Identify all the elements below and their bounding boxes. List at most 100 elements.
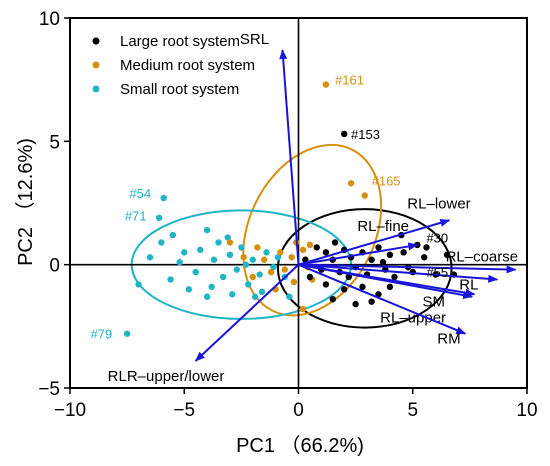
point-small [258,288,266,295]
point-small [167,276,174,283]
point-small [208,283,215,291]
point-medium [281,266,288,273]
point-large [375,244,382,251]
point-large [420,254,428,261]
point-small [224,234,231,241]
point-small [226,251,234,258]
point-medium [226,239,234,246]
point-large [306,273,314,281]
loading-arrow [298,263,467,335]
point-small [245,281,252,288]
loading-label: RL–upper [380,310,446,327]
point-small [219,273,227,281]
point-small [233,266,241,273]
point-large [443,251,451,258]
x-tick-label: −10 [54,400,86,421]
y-tick-label: 0 [49,256,60,277]
x-axis-label: PC1 （66.2%) [236,434,364,457]
point-small [251,293,259,300]
point-large [322,281,330,288]
point-large [329,296,336,303]
loading-arrow [298,263,517,274]
point-medium [290,278,298,286]
sample-label: #161 [335,73,364,88]
point-small [274,254,282,261]
legend-label-medium: Medium root system [120,57,255,74]
point-medium [347,180,355,187]
loading-label: RM [437,331,460,348]
point-small [249,256,256,263]
legend-marker-small [92,85,100,93]
loading-arrow [298,218,451,266]
point-medium [299,305,307,313]
y-axis-label: PC2 （12.6%) [14,138,37,266]
sample-label: #153 [351,127,380,142]
point-small [229,291,236,298]
point-small [169,231,177,239]
point-large [359,283,366,291]
loading-label: SM [422,293,445,310]
legend-marker-medium [92,61,100,69]
x-tick-label: 0 [293,400,304,421]
point-large [341,130,348,138]
point-large [375,291,382,298]
loading-arrow [194,263,300,362]
loading-arrow [298,263,474,300]
point-large [379,259,387,266]
point-medium [361,192,368,199]
loading-label: RL [459,276,478,293]
point-medium [322,81,330,88]
legend-label-small: Small root system [120,81,239,98]
point-medium [299,246,307,254]
point-small [263,249,270,256]
point-small [238,244,245,251]
point-medium [306,241,314,249]
point-large [386,283,394,291]
point-small [256,271,263,278]
point-small [185,286,193,293]
loading-label: RL–lower [407,195,470,212]
x-tick-label: 5 [407,400,418,421]
point-large [352,300,359,308]
legend-marker-large [92,37,100,45]
legend-label-large: Large root system [120,33,240,50]
point-small [181,249,188,256]
point-small [176,259,183,266]
point-small [197,246,204,254]
point-large [341,286,348,293]
sample-label: #71 [125,208,147,223]
loading-arrow [298,242,419,266]
point-medium [240,254,247,261]
x-tick-label: 10 [516,400,537,421]
sample-label: #54 [129,186,151,201]
y-tick-label: 10 [39,9,60,30]
point-small [155,214,163,221]
loading-label: SRL [240,31,269,48]
x-tick-label: −5 [173,400,195,421]
point-small [158,239,165,246]
loading-label: RL–fine [357,218,409,235]
loading-label: RL–coarse [446,249,519,266]
point-medium [267,268,275,276]
sample-label: #165 [372,174,401,189]
point-small [160,194,167,202]
point-medium [254,244,261,251]
point-small [203,293,211,300]
point-large [313,244,320,251]
point-large [331,239,339,246]
point-large [391,273,398,281]
point-large [368,256,375,263]
point-small [210,256,218,263]
point-small [286,293,293,300]
point-small [192,268,199,276]
point-medium [249,273,256,281]
point-small [270,263,277,271]
point-small [215,239,222,246]
sample-label: #30 [426,230,448,245]
sample-label: #79 [91,327,113,342]
y-tick-label: −5 [38,379,60,400]
point-medium [288,254,295,261]
point-small [242,261,250,268]
